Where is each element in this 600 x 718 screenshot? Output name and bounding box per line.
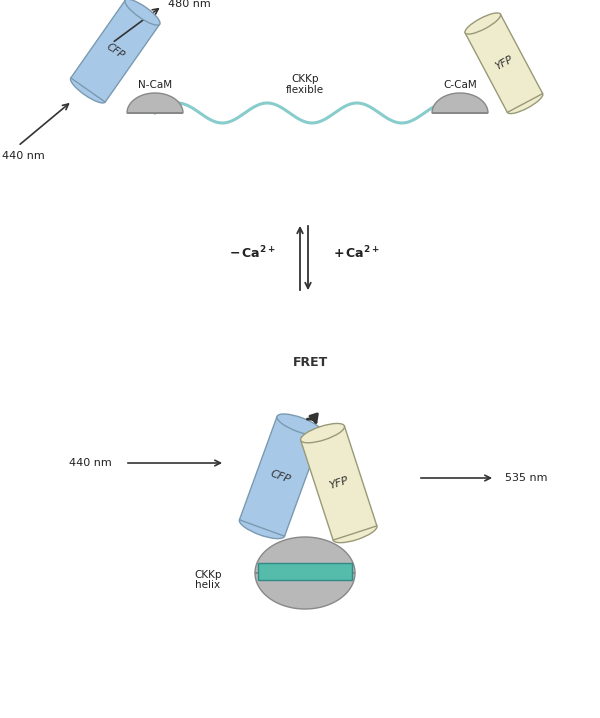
Text: CFP: CFP: [104, 42, 126, 61]
Ellipse shape: [301, 424, 344, 443]
Polygon shape: [127, 93, 183, 113]
Polygon shape: [255, 537, 355, 573]
Text: $\mathbf{-\,Ca^{2+}}$: $\mathbf{-\,Ca^{2+}}$: [229, 245, 275, 261]
Ellipse shape: [125, 0, 160, 25]
Polygon shape: [258, 563, 352, 580]
Text: YFP: YFP: [493, 55, 514, 72]
Ellipse shape: [239, 518, 284, 538]
Text: CKKp
flexible: CKKp flexible: [286, 74, 324, 95]
Text: N-CaM: N-CaM: [138, 80, 172, 90]
Text: CKKp
helix: CKKp helix: [194, 569, 222, 590]
Ellipse shape: [465, 13, 500, 34]
Text: YFP: YFP: [328, 475, 350, 491]
Text: FRET: FRET: [292, 357, 328, 370]
Polygon shape: [255, 573, 355, 609]
Polygon shape: [301, 426, 377, 540]
Polygon shape: [465, 14, 542, 113]
Text: 535 nm: 535 nm: [505, 473, 548, 483]
Text: 480 nm: 480 nm: [168, 0, 211, 9]
Polygon shape: [239, 416, 322, 536]
Text: 440 nm: 440 nm: [69, 458, 112, 468]
Polygon shape: [432, 93, 488, 113]
FancyArrowPatch shape: [307, 414, 317, 422]
Ellipse shape: [277, 414, 322, 435]
Text: CFP: CFP: [269, 468, 292, 485]
Ellipse shape: [507, 93, 543, 113]
Text: 440 nm: 440 nm: [2, 151, 45, 161]
Text: C-CaM: C-CaM: [443, 80, 477, 90]
Ellipse shape: [333, 523, 377, 543]
Text: $\mathbf{+\,Ca^{2+}}$: $\mathbf{+\,Ca^{2+}}$: [333, 245, 379, 261]
Polygon shape: [71, 0, 160, 102]
Ellipse shape: [70, 77, 106, 103]
